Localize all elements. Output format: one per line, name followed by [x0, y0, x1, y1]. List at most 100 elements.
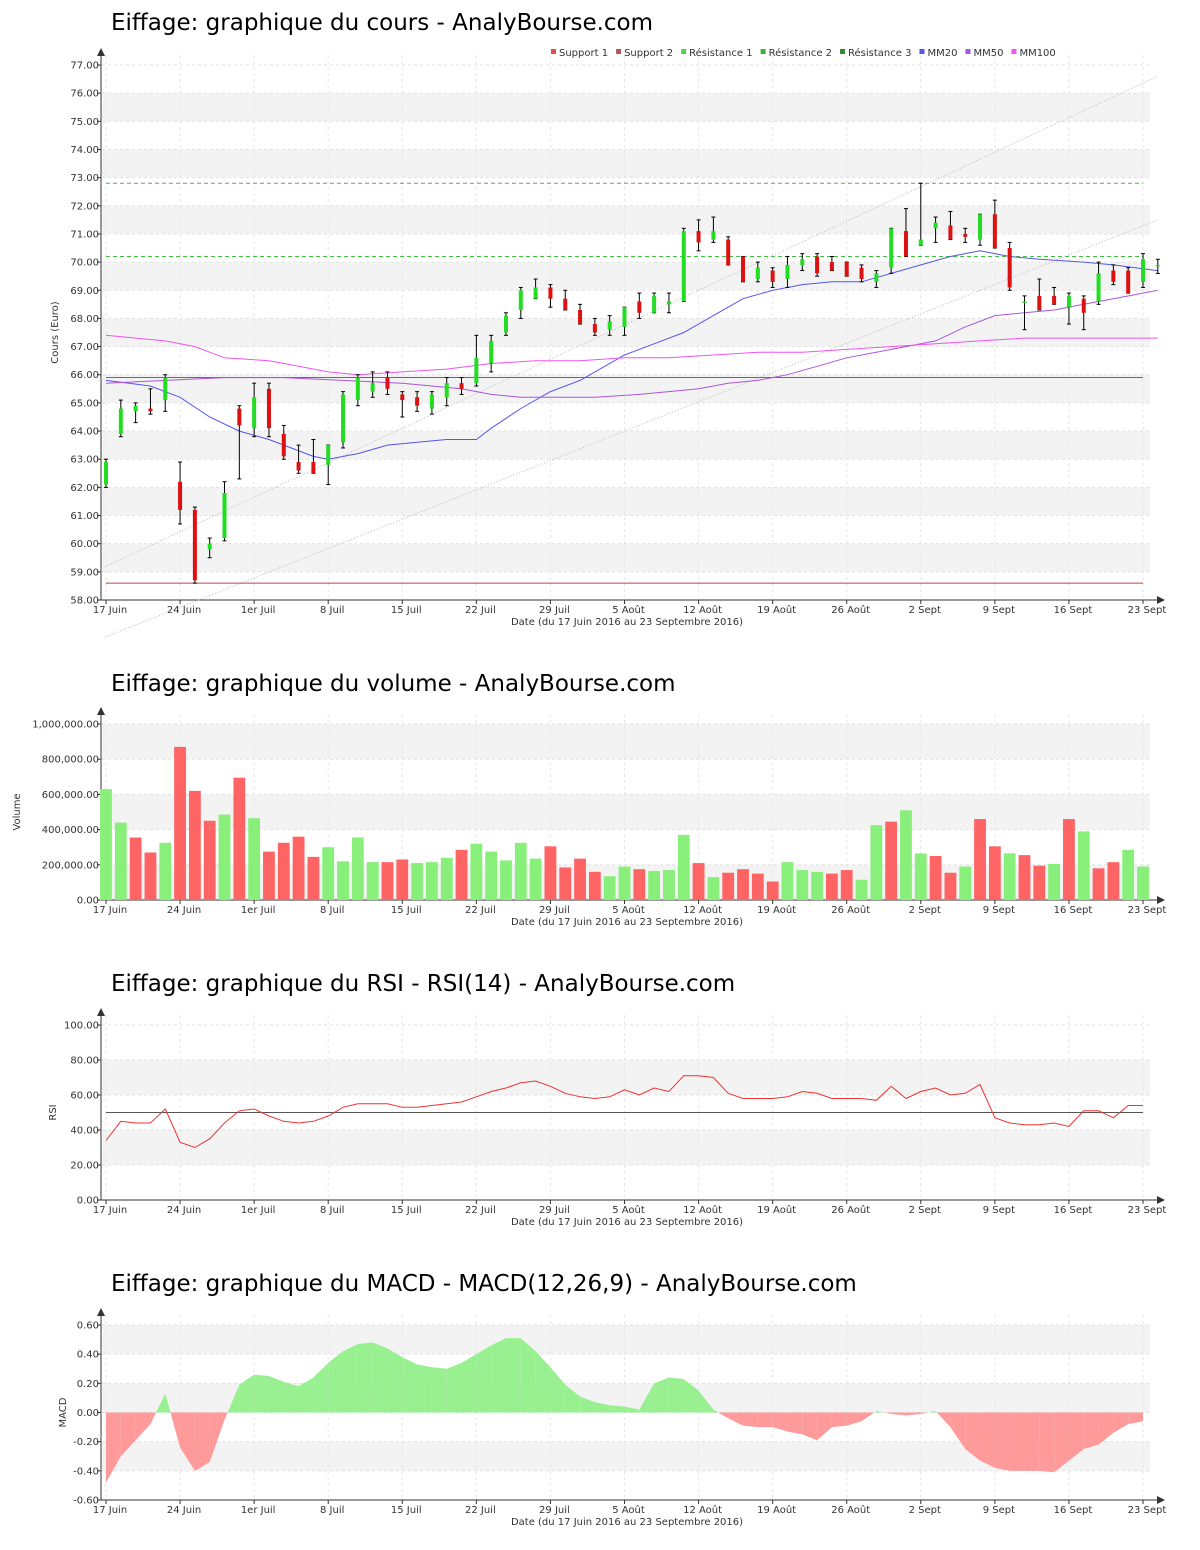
volume-bar [751, 873, 764, 900]
candle-body [1037, 295, 1042, 310]
volume-bar [248, 818, 261, 900]
candle-body [741, 256, 746, 282]
macd-area-segment [802, 1412, 818, 1441]
x-tick-label: 15 Juil [391, 1505, 422, 1516]
y-tick-label: 40.00 [70, 1126, 99, 1137]
candle-body [770, 270, 775, 282]
volume-bar [825, 873, 838, 900]
legend-item: Résistance 1 [681, 47, 753, 59]
x-tick-label: 22 Juil [465, 905, 496, 916]
candle [607, 315, 612, 336]
candle [148, 388, 153, 415]
candle [903, 208, 908, 257]
x-tick-label: 2 Sept [909, 1205, 941, 1216]
candle [252, 382, 257, 438]
candle [592, 317, 597, 336]
macd-area-segment [609, 1405, 625, 1413]
y-axis-label: Volume [12, 793, 23, 830]
macd-area-segment [654, 1377, 669, 1413]
volume-bar [959, 866, 972, 900]
volume-bar [129, 837, 142, 900]
volume-bar [381, 862, 394, 900]
macd-chart-title: Eiffage: graphique du MACD - MACD(12,26,… [111, 1271, 857, 1297]
macd-area-segment [224, 1412, 228, 1420]
x-tick-label: 8 Juil [320, 1205, 344, 1216]
grid-band [102, 431, 1150, 460]
macd-area-segment [491, 1338, 506, 1413]
macd-area-segment [268, 1376, 284, 1413]
candle [696, 219, 701, 252]
legend-swatch [616, 49, 622, 54]
volume-bar [1122, 849, 1135, 900]
candle [178, 461, 183, 525]
candle [296, 444, 301, 474]
candle [192, 506, 197, 584]
y-tick-label: 72.00 [70, 201, 99, 212]
channel-lower-line [105, 219, 1158, 638]
candle [266, 382, 271, 438]
candle-body [281, 433, 286, 457]
candle [1037, 278, 1042, 311]
candle-body [548, 287, 553, 299]
macd-area-segment [743, 1412, 758, 1428]
volume-bar [100, 789, 112, 900]
macd-chart-panel: Eiffage: graphique du MACD - MACD(12,26,… [0, 1240, 1200, 1550]
macd-area-segment [713, 1409, 719, 1413]
x-tick-label: 22 Juil [465, 1205, 496, 1216]
rsi-chart-title: Eiffage: graphique du RSI - RSI(14) - An… [111, 971, 736, 997]
candle [948, 210, 953, 241]
candle [207, 537, 212, 559]
candle-body [237, 408, 242, 426]
volume-bar [455, 849, 468, 900]
candle [341, 391, 346, 449]
candle [104, 458, 108, 488]
volume-bar [337, 861, 349, 900]
x-tick-label: 29 Juil [539, 905, 570, 916]
volume-bar [159, 842, 172, 900]
volume-bar [988, 846, 1001, 900]
macd-area-segment [372, 1342, 388, 1413]
macd-area-segment [565, 1384, 581, 1413]
macd-area-segment [194, 1412, 210, 1471]
macd-area-segment [550, 1367, 566, 1413]
x-tick-label: 22 Juil [465, 1505, 496, 1516]
volume-chart: 0.00 200,000.00 400,000.00 600,000.00 800,00… [12, 707, 1166, 928]
x-tick-label: 8 Juil [320, 605, 344, 616]
x-tick-label: 24 Juin [167, 905, 201, 916]
candle [533, 278, 538, 300]
candle-body [1111, 270, 1116, 282]
candle-body [933, 222, 938, 229]
macd-area-segment [668, 1377, 684, 1413]
volume-chart-panel: Eiffage: graphique du volume - AnalyBour… [0, 640, 1200, 940]
y-tick-label: 0.20 [77, 1379, 99, 1390]
candle [652, 292, 657, 314]
x-tick-label: 22 Juil [465, 605, 496, 616]
candle-body [563, 298, 568, 310]
candle-body [355, 377, 360, 401]
volume-bar [914, 853, 927, 900]
candle [518, 286, 523, 319]
y-tick-label: 100.00 [64, 1021, 99, 1032]
macd-area-segment [698, 1390, 714, 1413]
volume-bar [663, 870, 675, 900]
macd-area-segment [1083, 1412, 1099, 1449]
x-axis-label: Date (du 17 Juin 2016 au 23 Septembre 20… [511, 917, 743, 928]
candle [741, 255, 746, 283]
macd-area-segment [150, 1412, 157, 1425]
candle-body [192, 509, 197, 581]
macd-area-segment [313, 1362, 329, 1413]
macd-area-segment [239, 1374, 255, 1413]
grid-band [102, 205, 1150, 234]
volume-bar [188, 790, 201, 900]
volume-bar [588, 871, 601, 900]
candle-body [1081, 298, 1086, 313]
price-chart-title: Eiffage: graphique du cours - AnalyBours… [111, 10, 654, 36]
macd-area-segment [106, 1412, 121, 1483]
candle-body [607, 321, 612, 330]
candle-body [148, 408, 153, 412]
macd-area-segment [772, 1412, 788, 1432]
candle-body [592, 324, 597, 333]
candle [933, 216, 938, 243]
y-tick-label: 400,000.00 [42, 825, 99, 836]
macd-area-segment [757, 1412, 773, 1428]
